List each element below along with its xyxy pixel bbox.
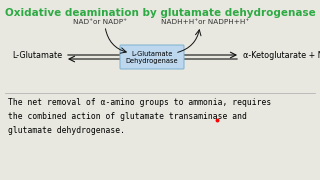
FancyBboxPatch shape	[120, 45, 184, 69]
Text: the combined action of glutamate transaminase and: the combined action of glutamate transam…	[8, 112, 247, 121]
Text: Oxidative deamination by glutamate dehydrogenase: Oxidative deamination by glutamate dehyd…	[4, 8, 316, 18]
Text: NAD⁺or NADP⁺: NAD⁺or NADP⁺	[73, 19, 127, 25]
Text: glutamate dehydrogenase.: glutamate dehydrogenase.	[8, 126, 125, 135]
Text: The net removal of α-amino groups to ammonia, requires: The net removal of α-amino groups to amm…	[8, 98, 271, 107]
Text: L-Glutamate: L-Glutamate	[12, 51, 62, 60]
Text: L-Glutamate
Dehydrogenase: L-Glutamate Dehydrogenase	[126, 51, 178, 64]
Text: NADH+H⁺or NADPH+H⁺: NADH+H⁺or NADPH+H⁺	[161, 19, 249, 25]
Text: α-Ketoglutarate + NH₄⁺: α-Ketoglutarate + NH₄⁺	[243, 51, 320, 60]
